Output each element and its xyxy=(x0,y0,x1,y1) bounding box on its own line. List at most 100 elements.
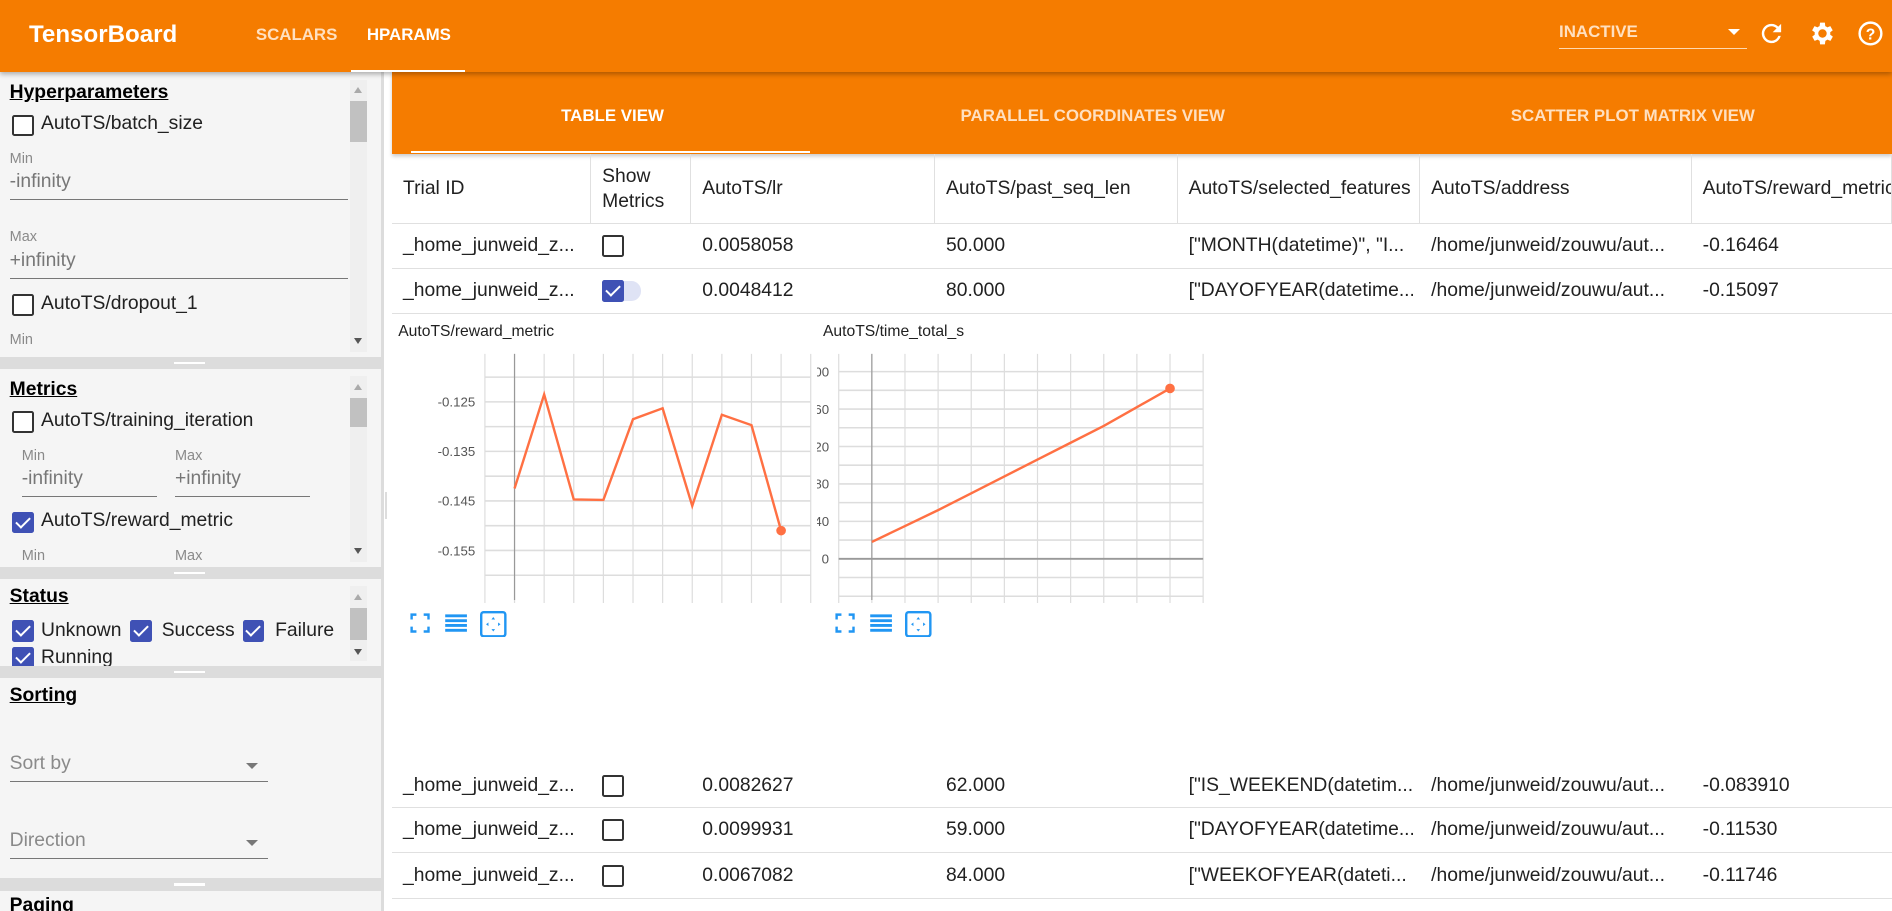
fullscreen-icon[interactable] xyxy=(408,611,432,635)
cell-features: ["WEEKOFYEAR(dateti... xyxy=(1188,865,1407,887)
log-scale-icon[interactable] xyxy=(444,611,468,635)
table-header-row: Trial ID Show Metrics AutoTS/lr AutoTS/past… xyxy=(392,154,1892,225)
tab-scatter-plot-matrix-view[interactable]: SCATTER PLOT MATRIX VIEW xyxy=(1510,106,1755,126)
column-header[interactable]: Trial ID xyxy=(392,154,592,224)
series-line xyxy=(871,387,1171,543)
nav-tab-hparams[interactable]: HPARAMS xyxy=(366,25,451,45)
min-label: Min xyxy=(9,150,33,167)
cell-lr: 0.0067082 xyxy=(702,865,794,887)
cell-past: 80.000 xyxy=(946,279,1006,301)
cell-past: 84.000 xyxy=(946,865,1006,887)
min-input[interactable]: -infinity xyxy=(9,171,348,201)
sort-by-label: Sort by xyxy=(9,752,71,774)
cell-address: /home/junweid/zouwu/aut... xyxy=(1431,774,1665,796)
nav-tab-scalars[interactable]: SCALARS xyxy=(255,25,338,45)
show-metrics-checkbox[interactable] xyxy=(602,774,624,797)
series-line xyxy=(513,389,783,531)
show-metrics-checkbox[interactable] xyxy=(602,865,624,887)
show-metrics-checkbox-checked[interactable] xyxy=(602,280,624,302)
cell-address: /home/junweid/zouwu/aut... xyxy=(1431,819,1665,841)
status-label: Failure xyxy=(275,620,335,642)
sidebar: Hyperparameters AutoTS/batch_size Min -i… xyxy=(0,72,384,911)
section-title: Status xyxy=(9,586,69,608)
column-header[interactable]: AutoTS/past_seq_len xyxy=(935,154,1178,224)
table-row: _home_junweid_z... 0.0082627 62.000 ["IS_WE… xyxy=(392,764,1892,809)
cell-trial: _home_junweid_z... xyxy=(403,235,575,257)
fit-domain-icon[interactable] xyxy=(480,610,507,638)
hparam-label: AutoTS/batch_size xyxy=(41,113,203,135)
show-metrics-cell xyxy=(591,224,684,268)
cell-features: ["DAYOFYEAR(datetime... xyxy=(1188,279,1414,301)
splitter-handle[interactable] xyxy=(384,492,388,519)
data-point xyxy=(1165,383,1175,393)
column-header[interactable]: AutoTS/reward_metric xyxy=(1692,154,1892,224)
checkbox-checked[interactable] xyxy=(12,620,34,642)
chart-toolbar xyxy=(408,610,507,638)
checkbox[interactable] xyxy=(12,294,34,317)
log-scale-icon[interactable] xyxy=(869,611,893,635)
cell-lr: 0.0099931 xyxy=(702,819,794,841)
column-header[interactable]: AutoTS/lr xyxy=(691,154,936,224)
cell-features: ["DAYOFYEAR(datetime... xyxy=(1188,819,1414,841)
resize-handle[interactable] xyxy=(173,670,206,674)
chart-reward-metric: AutoTS/reward_metric -0.125 -0.135 -0.145 -… xyxy=(392,314,814,652)
y-tick-label: 200 xyxy=(817,364,829,379)
checkbox-checked[interactable] xyxy=(130,620,153,642)
column-header[interactable]: AutoTS/selected_features xyxy=(1178,154,1421,224)
status-label: Unknown xyxy=(41,620,122,642)
column-header[interactable]: AutoTS/address xyxy=(1420,154,1692,224)
scrollbar[interactable] xyxy=(349,376,367,563)
cell-past: 62.000 xyxy=(946,774,1006,796)
cell-lr: 0.0082627 xyxy=(702,774,794,796)
cell-lr: 0.0048412 xyxy=(702,279,794,301)
checkbox-checked[interactable] xyxy=(12,511,34,534)
show-metrics-cell xyxy=(591,269,684,313)
min-input[interactable]: -infinity xyxy=(21,468,157,498)
help-icon[interactable]: ? xyxy=(1856,19,1885,48)
column-header[interactable]: Show Metrics xyxy=(591,154,692,224)
show-metrics-checkbox[interactable] xyxy=(602,819,624,842)
show-metrics-checkbox[interactable] xyxy=(602,235,624,258)
resize-handle[interactable] xyxy=(173,883,206,886)
checkbox-checked[interactable] xyxy=(242,620,265,642)
run-select-dropdown[interactable]: INACTIVE xyxy=(1559,22,1748,50)
sorting-pane: Sorting Sort by Direction xyxy=(0,678,382,879)
scrollbar[interactable] xyxy=(349,586,367,662)
app-title: TensorBoard xyxy=(28,20,178,48)
settings-icon[interactable] xyxy=(1808,19,1837,48)
active-tab-indicator xyxy=(351,69,465,73)
status-label: Running xyxy=(41,646,113,667)
section-title: Metrics xyxy=(9,378,78,400)
cell-features: ["IS_WEEKEND(datetim... xyxy=(1188,774,1414,796)
fullscreen-icon[interactable] xyxy=(833,611,857,635)
y-tick-label: -0.155 xyxy=(438,543,476,558)
y-tick-label: -0.135 xyxy=(438,444,476,459)
scrollbar[interactable] xyxy=(349,79,367,353)
max-input[interactable]: +infinity xyxy=(174,468,311,498)
metric-label: AutoTS/training_iteration xyxy=(41,410,254,432)
cell-address: /home/junweid/zouwu/aut... xyxy=(1431,235,1665,257)
refresh-icon[interactable] xyxy=(1757,19,1786,48)
cell-reward: -0.11530 xyxy=(1702,819,1778,841)
resize-handle[interactable] xyxy=(173,571,206,575)
max-label: Max xyxy=(174,547,203,564)
tab-parallel-coordinates-view[interactable]: PARALLEL COORDINATES VIEW xyxy=(960,106,1225,126)
checkbox[interactable] xyxy=(12,114,34,137)
status-label: Success xyxy=(161,620,235,642)
checkbox[interactable] xyxy=(12,411,34,434)
chevron-down-icon xyxy=(246,762,259,769)
checkbox-checked[interactable] xyxy=(12,646,34,667)
tab-table-view[interactable]: TABLE VIEW xyxy=(561,106,664,126)
y-tick-label: -0.125 xyxy=(438,394,476,409)
active-tab-indicator xyxy=(411,150,810,154)
table-row: _home_junweid_z... 0.0099931 59.000 ["DAYOF… xyxy=(392,808,1892,854)
resize-handle[interactable] xyxy=(173,361,206,365)
main-content: TABLE VIEW PARALLEL COORDINATES VIEW SCA… xyxy=(392,72,1892,911)
sort-by-select[interactable]: Sort by xyxy=(9,752,268,782)
fit-domain-icon[interactable] xyxy=(904,610,932,638)
sidebar-splitter[interactable] xyxy=(383,72,393,911)
direction-select[interactable]: Direction xyxy=(9,830,268,860)
min-label: Min xyxy=(21,447,46,464)
max-input[interactable]: +infinity xyxy=(9,250,348,279)
hyperparameters-pane: Hyperparameters AutoTS/batch_size Min -i… xyxy=(0,72,382,358)
